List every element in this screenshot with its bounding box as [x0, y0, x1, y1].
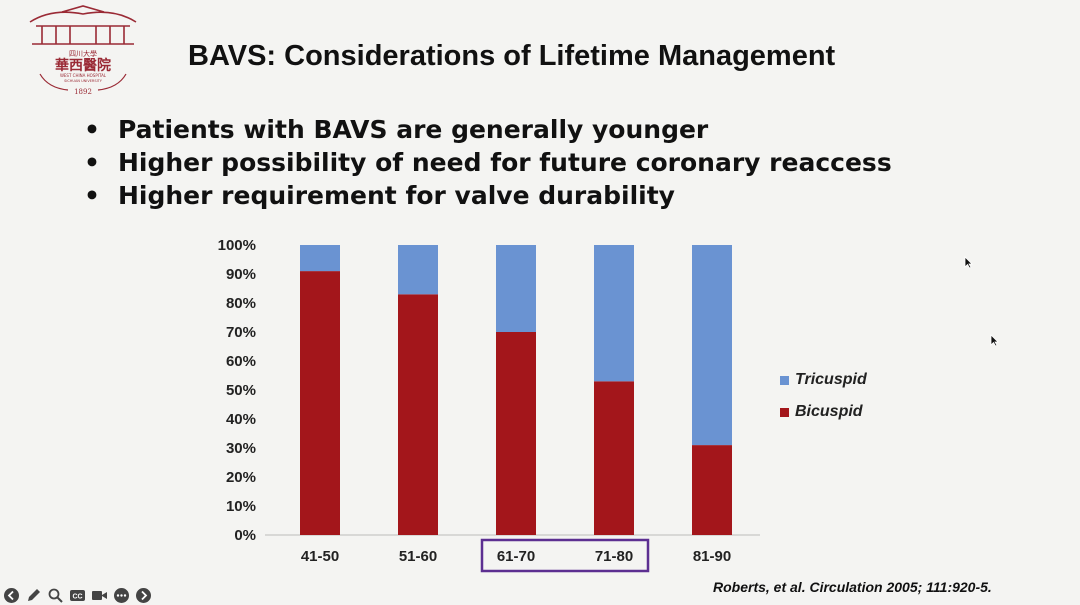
bar-segment-tricuspid — [496, 245, 536, 332]
y-tick-label: 20% — [226, 469, 256, 486]
bar-segment-bicuspid — [692, 445, 732, 535]
bar-segment-tricuspid — [398, 245, 438, 295]
x-tick-label: 71-80 — [595, 548, 633, 565]
bullet-item: • Higher requirement for valve durability — [84, 179, 892, 212]
legend-swatch — [780, 375, 789, 385]
bar-segment-bicuspid — [300, 271, 340, 535]
legend-item-bicuspid: Bicuspid — [780, 403, 867, 421]
bullet-text: Higher possibility of need for future co… — [118, 148, 892, 177]
x-tick-label: 41-50 — [301, 548, 339, 565]
legend-label: Bicuspid — [795, 403, 863, 420]
presentation-toolbar: CC — [2, 585, 152, 605]
legend-swatch — [780, 407, 789, 417]
bullet-item: • Higher possibility of need for future c… — [84, 146, 892, 179]
legend: Tricuspid Bicuspid — [780, 371, 867, 421]
y-tick-label: 60% — [226, 353, 256, 370]
x-tick-label: 51-60 — [399, 548, 437, 565]
bar-segment-bicuspid — [398, 294, 438, 535]
y-tick-label: 40% — [226, 411, 256, 428]
zoom-icon[interactable] — [46, 586, 64, 604]
captions-icon[interactable]: CC — [68, 586, 86, 604]
bullet-dot: • — [84, 181, 100, 210]
y-tick-label: 10% — [226, 498, 256, 515]
x-tick-label: 81-90 — [693, 548, 731, 565]
highlight-box — [480, 538, 650, 573]
bar-segment-tricuspid — [692, 245, 732, 446]
svg-text:CC: CC — [72, 593, 82, 600]
logo-sub-text-2: SICHUAN UNIVERSITY — [64, 79, 103, 83]
logo-main-text: 華西醫院 — [55, 57, 111, 74]
mouse-cursor-icon — [990, 334, 999, 347]
bar-segment-bicuspid — [594, 381, 634, 535]
x-tick-label: 61-70 — [497, 548, 535, 565]
logo-top-text: 四川大學 — [69, 49, 97, 58]
logo-year: 1892 — [74, 88, 92, 96]
bullet-item: • Patients with BAVS are generally younge… — [84, 113, 892, 146]
y-tick-label: 90% — [226, 266, 256, 283]
more-icon[interactable] — [112, 586, 130, 604]
bullet-text: Higher requirement for valve durability — [118, 181, 675, 210]
legend-label: Tricuspid — [795, 371, 867, 388]
y-tick-label: 0% — [234, 527, 256, 544]
y-tick-label: 30% — [226, 440, 256, 457]
logo-sub-text: WEST CHINA HOSPITAL — [60, 73, 107, 78]
stacked-bar-chart: 0% 10% 20% 30% 40% 50% 60% 70% 80% 90% 100% 41-50 51… — [218, 237, 760, 573]
y-tick-label: 80% — [226, 295, 256, 312]
slide-title: BAVS: Considerations of Lifetime Managem… — [188, 40, 836, 72]
bullet-text: Patients with BAVS are generally younger — [118, 115, 709, 144]
forward-icon[interactable] — [134, 586, 152, 604]
legend-item-tricuspid: Tricuspid — [780, 371, 867, 389]
y-tick-label: 50% — [226, 382, 256, 399]
bar-segment-tricuspid — [594, 245, 634, 382]
video-icon[interactable] — [90, 586, 108, 604]
bullet-dot: • — [84, 148, 100, 177]
mouse-cursor-icon — [964, 256, 973, 269]
bar-segment-tricuspid — [300, 245, 340, 272]
y-tick-label: 70% — [226, 324, 256, 341]
y-tick-label: 100% — [218, 237, 256, 254]
pen-icon[interactable] — [24, 586, 42, 604]
hospital-logo: 四川大學 華西醫院 WEST CHINA HOSPITAL SICHUAN UN… — [29, 5, 137, 96]
bullet-dot: • — [84, 115, 100, 144]
bullet-list: • Patients with BAVS are generally younge… — [84, 113, 892, 212]
bar-segment-bicuspid — [496, 332, 536, 535]
back-icon[interactable] — [2, 586, 20, 604]
citation: Roberts, et al. Circulation 2005; 111:92… — [713, 579, 992, 595]
